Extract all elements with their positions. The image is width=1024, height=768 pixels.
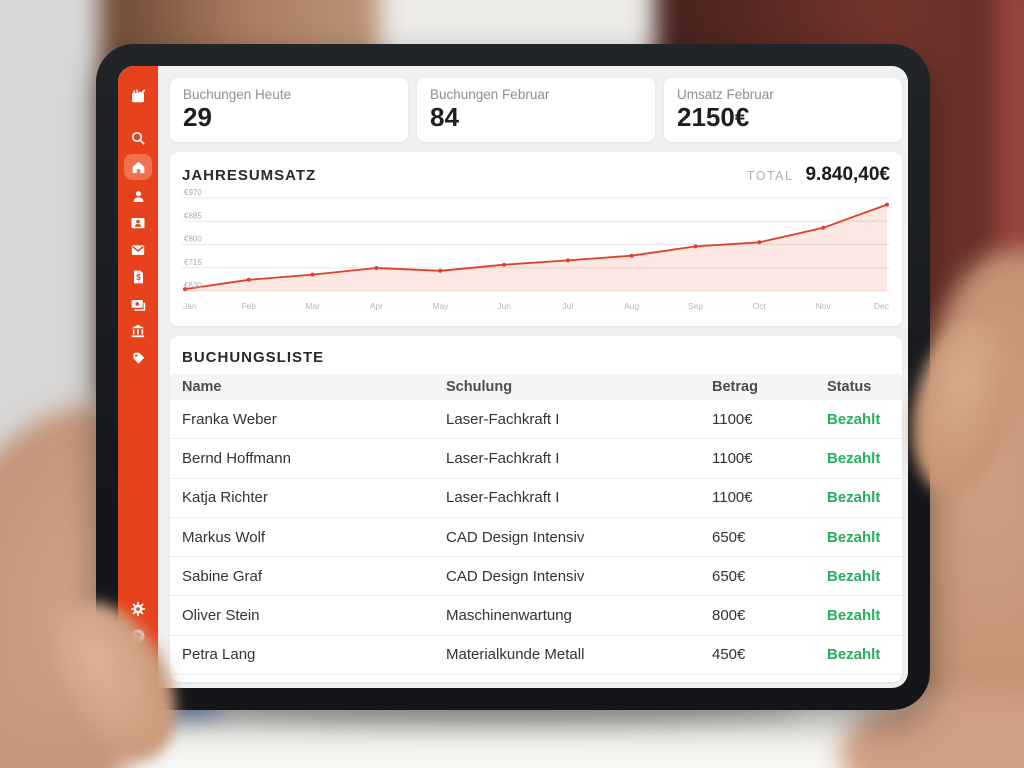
cell-schulung: Laser-Fachkraft I <box>446 489 560 507</box>
status-badge: Bezahlt <box>827 528 881 546</box>
status-badge: Bezahlt <box>827 646 881 664</box>
table-row[interactable]: Bernd Hoffmann Laser-Fachkraft I 1100€ Beza… <box>170 439 902 479</box>
cell-schulung: Laser-Fachkraft I <box>446 410 560 428</box>
svg-text:Feb: Feb <box>241 301 256 311</box>
table-row[interactable]: Oliver Stein Maschinenwartung 800€ Bezahlt <box>170 596 902 636</box>
svg-text:Aug: Aug <box>624 301 639 311</box>
cell-betrag: 1100€ <box>712 449 753 467</box>
sidebar-nav: $ <box>118 66 158 688</box>
bank-icon[interactable] <box>130 323 146 339</box>
table-title: BUCHUNGSLISTE <box>182 349 325 366</box>
column-header-name: Name <box>182 379 222 395</box>
stat-value: 84 <box>430 102 459 132</box>
status-badge: Bezahlt <box>827 410 881 428</box>
svg-text:€715: €715 <box>184 258 202 267</box>
cell-name: Franka Weber <box>182 410 277 428</box>
revenue-chart: €630 €715 €800 €885 €970 Jan Feb Mar Apr May Jun Ju… <box>182 188 890 311</box>
bookings-icon[interactable] <box>130 88 146 104</box>
cell-betrag: 450€ <box>712 646 746 664</box>
invoice-icon[interactable]: $ <box>130 269 146 285</box>
mail-icon[interactable] <box>130 242 146 258</box>
stat-card-bookings-today: Buchungen Heute 29 <box>170 78 408 142</box>
stats-row: Buchungen Heute 29 Buchungen Februar 84 … <box>170 78 902 142</box>
svg-text:Jul: Jul <box>562 301 573 311</box>
cell-schulung: Materialkunde Metall <box>446 646 585 664</box>
cell-name: Petra Lang <box>182 646 256 664</box>
column-header-betrag: Betrag <box>712 379 758 395</box>
cell-name: Markus Wolf <box>182 528 266 546</box>
cell-betrag: 650€ <box>712 528 746 546</box>
table-body: Franka Weber Laser-Fachkraft I 1100€ Bezahl… <box>170 400 902 682</box>
status-badge: Bezahlt <box>827 607 881 625</box>
stat-card-bookings-february: Buchungen Februar 84 <box>417 78 655 142</box>
cell-schulung: Laser-Fachkraft I <box>446 449 560 467</box>
stat-value: 2150€ <box>677 102 750 132</box>
cell-schulung: Maschinenwartung <box>446 607 572 625</box>
column-header-status: Status <box>827 379 872 395</box>
cell-name: Katja Richter <box>182 489 268 507</box>
svg-text:Mar: Mar <box>305 301 320 311</box>
chart-header: JAHRESUMSATZ TOTAL 9.840,40€ <box>182 164 890 188</box>
svg-text:€630: €630 <box>184 281 202 290</box>
chart-total-label: TOTAL <box>746 169 794 183</box>
search-icon[interactable] <box>130 130 146 146</box>
status-badge: Bezahlt <box>827 489 881 507</box>
stat-label: Umsatz Februar <box>677 87 774 102</box>
table-row[interactable]: Katja Richter Laser-Fachkraft I 1100€ Bezah… <box>170 479 902 518</box>
svg-text:€800: €800 <box>184 235 202 244</box>
table-row[interactable]: Sabine Graf CAD Design Intensiv 650€ Bezahl… <box>170 557 902 597</box>
status-badge: Bezahlt <box>827 567 881 585</box>
tablet-device: $ <box>96 44 930 710</box>
tablet-screen: $ <box>118 66 908 688</box>
cell-betrag: 1100€ <box>712 489 753 507</box>
svg-text:Jun: Jun <box>497 301 511 311</box>
cell-schulung: CAD Design Intensiv <box>446 528 585 546</box>
bookings-list-card: BUCHUNGSLISTE Name Schulung Betrag Statu… <box>170 336 902 682</box>
column-header-schulung: Schulung <box>446 379 513 395</box>
tag-icon[interactable] <box>130 350 146 366</box>
cell-betrag: 650€ <box>712 567 746 585</box>
cell-name: Sabine Graf <box>182 567 263 585</box>
table-row[interactable]: Markus Wolf CAD Design Intensiv 650€ Bezahl… <box>170 518 902 558</box>
svg-text:€885: €885 <box>184 211 202 220</box>
status-badge: Bezahlt <box>827 449 881 467</box>
svg-text:Oct: Oct <box>753 301 767 311</box>
table-row[interactable]: Petra Lang Materialkunde Metall 450€ Bezahl… <box>170 636 902 676</box>
stat-label: Buchungen Heute <box>183 87 292 102</box>
stat-label: Buchungen Februar <box>430 87 550 102</box>
svg-text:May: May <box>432 301 449 311</box>
stat-value: 29 <box>183 102 212 132</box>
table-header: Name Schulung Betrag Status <box>170 374 902 400</box>
svg-text:Sep: Sep <box>688 301 703 311</box>
table-row[interactable]: Franka Weber Laser-Fachkraft I 1100€ Bezahl… <box>170 400 902 440</box>
cell-betrag: 1100€ <box>712 410 753 428</box>
svg-text:Apr: Apr <box>370 301 383 311</box>
cash-icon[interactable] <box>130 296 146 312</box>
svg-text:$: $ <box>136 273 141 282</box>
svg-text:Dec: Dec <box>874 301 890 311</box>
person-icon[interactable] <box>130 188 146 204</box>
chart-title: JAHRESUMSATZ <box>182 167 317 184</box>
contacts-icon[interactable] <box>130 215 146 231</box>
settings-gear-icon[interactable] <box>130 601 146 617</box>
chart-total-value: 9.840,40€ <box>805 164 890 185</box>
cell-betrag: 800€ <box>712 607 746 625</box>
svg-text:Nov: Nov <box>816 301 832 311</box>
main-content: Buchungen Heute 29 Buchungen Februar 84 … <box>158 66 908 688</box>
cell-name: Oliver Stein <box>182 607 260 625</box>
svg-text:Jan: Jan <box>183 301 197 311</box>
svg-text:€970: €970 <box>184 188 202 197</box>
home-icon[interactable] <box>124 154 152 180</box>
stat-card-revenue-february: Umsatz Februar 2150€ <box>664 78 902 142</box>
annual-revenue-card: JAHRESUMSATZ TOTAL 9.840,40€ €630 €715 €80… <box>170 152 902 326</box>
cell-schulung: CAD Design Intensiv <box>446 567 585 585</box>
cell-name: Bernd Hoffmann <box>182 449 291 467</box>
